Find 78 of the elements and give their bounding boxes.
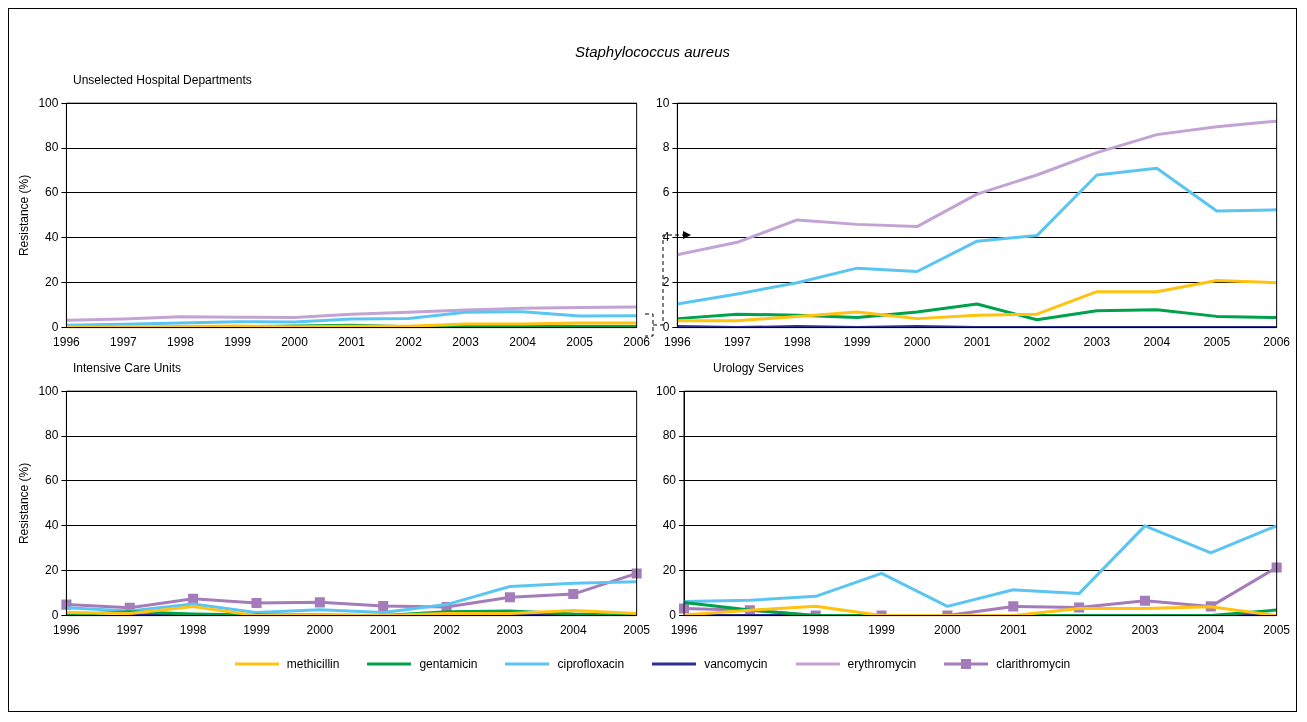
y-tick-label: 40 [662, 518, 677, 533]
x-tick-label: 2002 [433, 623, 461, 638]
chart-title: Staphylococcus aureus [573, 43, 732, 62]
x-tick-label: 2005 [1203, 335, 1231, 350]
legend-label: clarithromycin [996, 657, 1071, 671]
y-tick-label: 100 [38, 383, 59, 398]
x-tick-label: 2004 [509, 335, 537, 350]
y-tick-label: 4 [662, 230, 670, 245]
x-tick-label: 2005 [623, 623, 651, 638]
chart-subtitle: Unselected Hospital Departments [72, 73, 253, 89]
legend-label: erythromycin [847, 657, 917, 671]
x-tick-label: 1998 [783, 335, 811, 350]
legend-label: ciprofloxacin [557, 657, 625, 671]
x-tick-label: 1999 [243, 623, 271, 638]
x-tick-label: 2001 [963, 335, 991, 350]
chart-subtitle: Intensive Care Units [72, 361, 183, 377]
x-tick-label: 1996 [53, 623, 81, 638]
legend-label: gentamicin [419, 657, 478, 671]
x-tick-label: 2003 [1083, 335, 1111, 350]
x-tick-label: 2001 [999, 623, 1027, 638]
x-tick-label: 2004 [559, 623, 587, 638]
x-tick-label: 2003 [452, 335, 480, 350]
y-tick-label: 100 [38, 95, 59, 110]
x-tick-label: 1998 [167, 335, 195, 350]
y-tick-label: 40 [45, 230, 59, 245]
x-tick-label: 1997 [736, 623, 764, 638]
y-tick-label: 100 [655, 383, 677, 398]
y-tick-label: 80 [45, 428, 59, 443]
y-tick-label: 8 [662, 140, 670, 155]
x-tick-label: 1996 [664, 335, 692, 350]
x-tick-label: 2006 [1263, 335, 1291, 350]
x-tick-label: 2004 [1197, 623, 1225, 638]
x-tick-label: 1999 [224, 335, 252, 350]
legend-label: vancomycin [704, 657, 768, 671]
y-tick-label: 80 [45, 140, 59, 155]
x-tick-label: 1997 [723, 335, 751, 350]
y-axis-title: Resistance (%) [16, 174, 31, 257]
x-tick-label: 1999 [868, 623, 896, 638]
x-tick-label: 1997 [110, 335, 138, 350]
y-tick-label: 80 [662, 428, 677, 443]
y-tick-label: 0 [669, 607, 677, 622]
y-tick-label: 6 [662, 185, 670, 200]
x-tick-label: 2005 [566, 335, 594, 350]
y-tick-label: 60 [45, 185, 59, 200]
x-tick-label: 2005 [1263, 623, 1291, 638]
x-tick-label: 2002 [395, 335, 423, 350]
x-tick-label: 2000 [934, 623, 962, 638]
x-tick-label: 2004 [1143, 335, 1171, 350]
y-tick-label: 10 [655, 95, 670, 110]
x-tick-label: 1996 [53, 335, 81, 350]
x-tick-label: 2000 [306, 623, 334, 638]
x-tick-label: 2000 [903, 335, 931, 350]
x-tick-label: 2001 [338, 335, 366, 350]
y-tick-label: 60 [45, 473, 59, 488]
x-tick-label: 2000 [281, 335, 309, 350]
chart-subtitle: Urology Services [712, 361, 805, 377]
y-tick-label: 20 [662, 563, 677, 578]
y-tick-label: 0 [662, 319, 670, 334]
x-tick-label: 2003 [1131, 623, 1159, 638]
y-axis-title: Resistance (%) [16, 462, 31, 545]
y-tick-label: 0 [51, 607, 59, 622]
x-tick-label: 2006 [623, 335, 651, 350]
y-tick-label: 0 [51, 319, 59, 334]
y-tick-label: 20 [45, 563, 59, 578]
legend-label: methicillin [286, 657, 340, 671]
x-tick-label: 2001 [369, 623, 397, 638]
y-tick-label: 40 [45, 518, 59, 533]
x-tick-label: 2002 [1065, 623, 1093, 638]
x-tick-label: 2002 [1023, 335, 1051, 350]
x-tick-label: 2003 [496, 623, 524, 638]
x-tick-label: 1999 [843, 335, 871, 350]
y-tick-label: 2 [662, 275, 670, 290]
y-tick-label: 60 [662, 473, 677, 488]
x-tick-label: 1998 [179, 623, 207, 638]
x-tick-label: 1997 [116, 623, 144, 638]
x-tick-label: 1996 [670, 623, 698, 638]
x-tick-label: 1998 [802, 623, 830, 638]
y-tick-label: 20 [45, 275, 59, 290]
